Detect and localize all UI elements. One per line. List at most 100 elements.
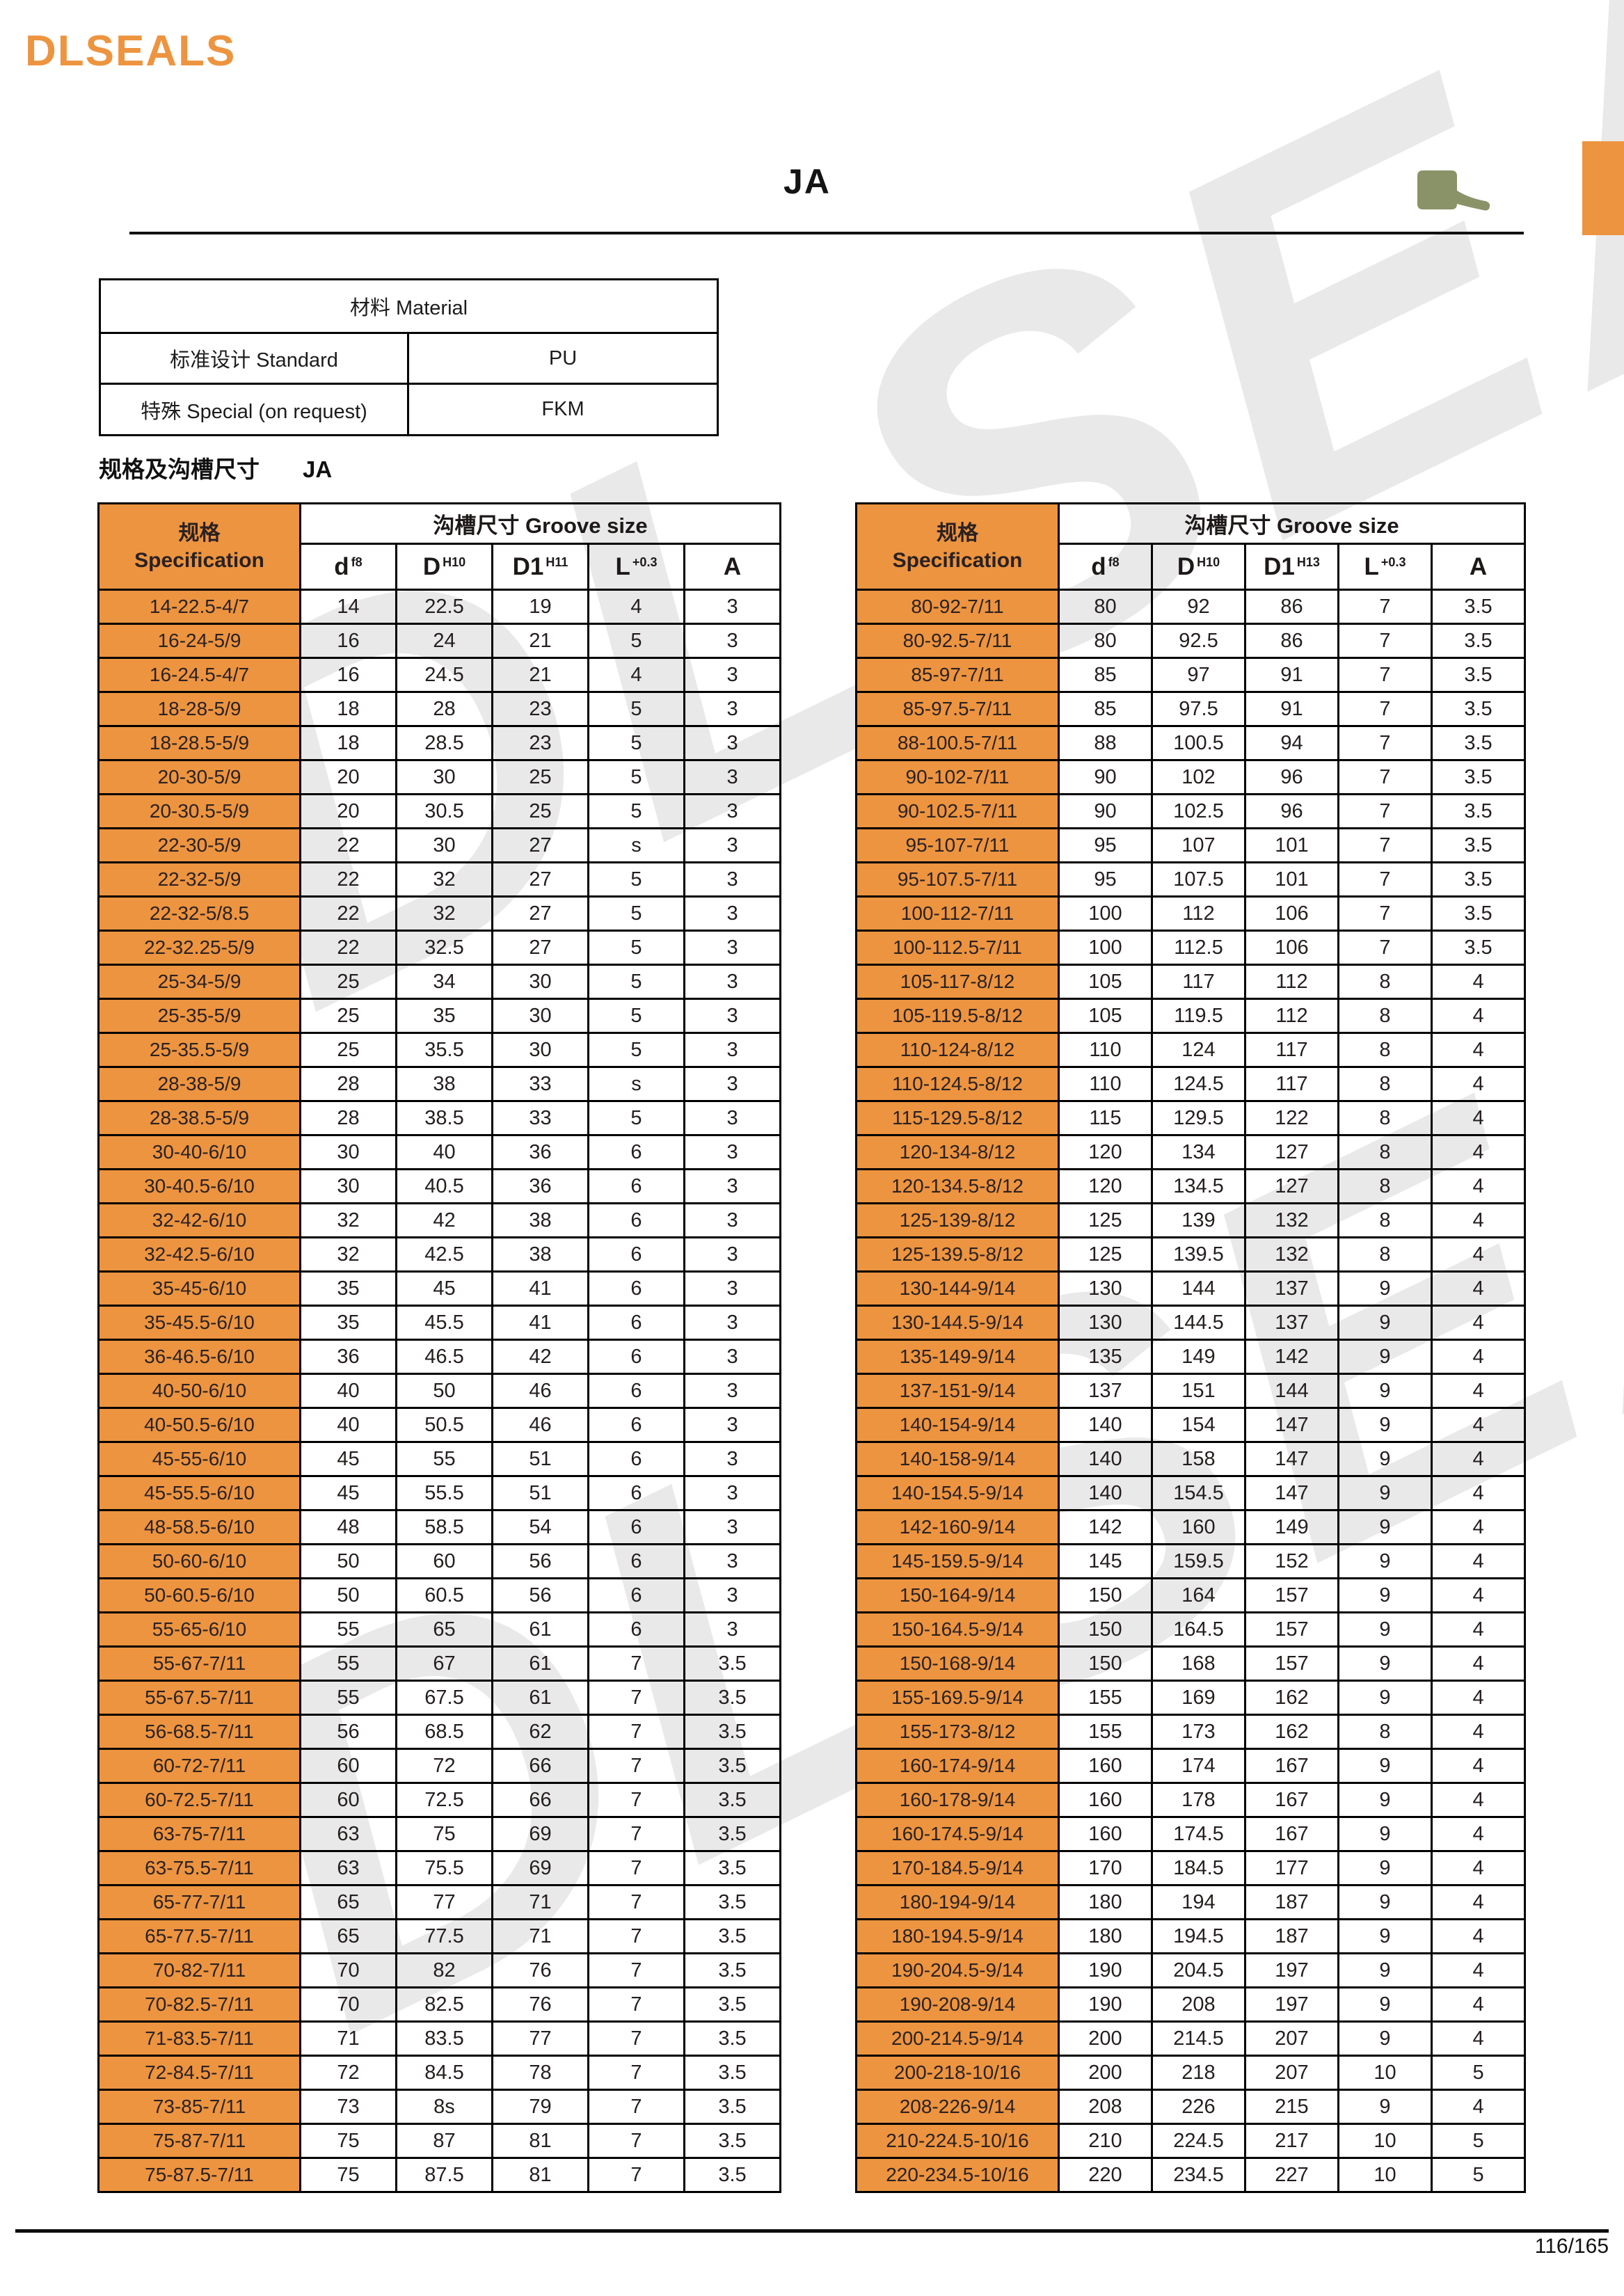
value-cell: 40: [299, 1407, 397, 1443]
value-cell: 178: [1151, 1782, 1246, 1818]
value-cell: 7: [587, 2020, 685, 2057]
spec-row: 85-97.5-7/11 85 97.5 91 7 3.5: [855, 691, 1527, 727]
spec-cell: 45-55-6/10: [97, 1441, 301, 1477]
value-cell: 169: [1151, 1680, 1246, 1716]
value-cell: 65: [299, 1884, 397, 1920]
value-cell: 38.5: [395, 1100, 493, 1136]
spec-cell: 200-214.5-9/14: [855, 2020, 1060, 2057]
value-cell: 70: [299, 1986, 397, 2023]
value-cell: 50: [299, 1543, 397, 1579]
value-cell: 226: [1151, 2089, 1246, 2125]
value-cell: 9: [1337, 1850, 1433, 1886]
spec-row: 200-214.5-9/14 200 214.5 207 9 4: [855, 2020, 1527, 2057]
value-cell: 147: [1244, 1407, 1339, 1443]
value-cell: 220: [1058, 2157, 1153, 2193]
spec-row: 72-84.5-7/11 72 84.5 78 7 3.5: [97, 2055, 782, 2091]
value-cell: 5: [587, 725, 685, 761]
value-cell: 224.5: [1151, 2123, 1246, 2159]
value-cell: 36: [491, 1134, 589, 1170]
value-cell: 10: [1337, 2123, 1433, 2159]
column-header-l: L +0.3: [1337, 543, 1433, 591]
spec-row: 28-38-5/9 28 38 33 s 3: [97, 1066, 782, 1102]
value-cell: 60.5: [395, 1577, 493, 1613]
spec-row: 150-164-9/14 150 164 157 9 4: [855, 1577, 1527, 1613]
value-cell: 25: [299, 1032, 397, 1068]
value-cell: 154: [1151, 1407, 1246, 1443]
value-cell: 6: [587, 1339, 685, 1375]
value-cell: 5: [587, 964, 685, 1000]
spec-cell: 210-224.5-10/16: [855, 2123, 1060, 2159]
spec-cell: 105-119.5-8/12: [855, 998, 1060, 1034]
spec-cell: 170-184.5-9/14: [855, 1850, 1060, 1886]
spec-row: 142-160-9/14 142 160 149 9 4: [855, 1509, 1527, 1545]
value-cell: 9: [1337, 1748, 1433, 1784]
value-cell: 170: [1058, 1850, 1153, 1886]
value-cell: 56: [491, 1577, 589, 1613]
spec-row: 120-134-8/12 120 134 127 8 4: [855, 1134, 1527, 1170]
value-cell: 7: [587, 1986, 685, 2023]
value-cell: 3: [683, 725, 782, 761]
spec-row: 45-55-6/10 45 55 51 6 3: [97, 1441, 782, 1477]
column-header-d1: D1 H11: [491, 543, 589, 591]
value-cell: 55: [395, 1441, 493, 1477]
value-cell: 3: [683, 1577, 782, 1613]
value-cell: 4: [1430, 1305, 1527, 1341]
value-cell: 3.5: [1430, 725, 1527, 761]
spec-row: 190-208-9/14 190 208 197 9 4: [855, 1986, 1527, 2023]
value-cell: 112: [1244, 964, 1339, 1000]
section-heading-code: JA: [303, 456, 333, 482]
spec-row: 110-124.5-8/12 110 124.5 117 8 4: [855, 1066, 1527, 1102]
value-cell: 180: [1058, 1884, 1153, 1920]
value-cell: 75: [299, 2157, 397, 2193]
value-cell: 174: [1151, 1748, 1246, 1784]
section-heading: 规格及沟槽尺寸 JA: [99, 451, 332, 484]
value-cell: 194: [1151, 1884, 1246, 1920]
value-cell: 190: [1058, 1952, 1153, 1988]
value-cell: 94: [1244, 725, 1339, 761]
spec-cell: 16-24-5/9: [97, 623, 301, 659]
value-cell: 33: [491, 1066, 589, 1102]
spec-cell: 85-97-7/11: [855, 657, 1060, 693]
spec-row: 120-134.5-8/12 120 134.5 127 8 4: [855, 1168, 1527, 1204]
spec-cell: 75-87.5-7/11: [97, 2157, 301, 2193]
value-cell: 46: [491, 1407, 589, 1443]
value-cell: 58.5: [395, 1509, 493, 1545]
value-cell: 24: [395, 623, 493, 659]
spec-cell: 70-82-7/11: [97, 1952, 301, 1988]
value-cell: 83.5: [395, 2020, 493, 2057]
value-cell: 3.5: [1430, 589, 1527, 625]
value-cell: 3: [683, 1066, 782, 1102]
value-cell: 4: [1430, 1134, 1527, 1170]
value-cell: 234.5: [1151, 2157, 1246, 2193]
spec-row: 71-83.5-7/11 71 83.5 77 7 3.5: [97, 2020, 782, 2057]
value-cell: 30: [491, 1032, 589, 1068]
value-cell: 8: [1337, 1202, 1433, 1238]
value-cell: 3: [683, 930, 782, 966]
spec-row: 36-46.5-6/10 36 46.5 42 6 3: [97, 1339, 782, 1375]
spec-row: 18-28-5/9 18 28 23 5 3: [97, 691, 782, 727]
value-cell: 7: [587, 1816, 685, 1852]
material-standard-value: PU: [406, 332, 719, 385]
spec-row: 95-107-7/11 95 107 101 7 3.5: [855, 827, 1527, 863]
spec-table-body: 80-92-7/11 80 92 86 7 3.5 80-92.5-7/11 80 92.5 86…: [855, 589, 1527, 2193]
value-cell: 7: [1337, 861, 1433, 898]
value-cell: 134.5: [1151, 1168, 1246, 1204]
value-cell: 135: [1058, 1339, 1153, 1375]
spec-row: 220-234.5-10/16 220 234.5 227 10 5: [855, 2157, 1527, 2193]
value-cell: 190: [1058, 1986, 1153, 2023]
spec-row: 32-42.5-6/10 32 42.5 38 6 3: [97, 1236, 782, 1273]
value-cell: 30.5: [395, 793, 493, 829]
spec-row: 60-72-7/11 60 72 66 7 3.5: [97, 1748, 782, 1784]
value-cell: 9: [1337, 2020, 1433, 2057]
value-cell: 92.5: [1151, 623, 1246, 659]
spec-cell: 160-174.5-9/14: [855, 1816, 1060, 1852]
value-cell: 105: [1058, 964, 1153, 1000]
spec-cell: 190-204.5-9/14: [855, 1952, 1060, 1988]
value-cell: 4: [1430, 2089, 1527, 2125]
value-cell: 139: [1151, 1202, 1246, 1238]
spec-cell: 65-77-7/11: [97, 1884, 301, 1920]
value-cell: 56: [491, 1543, 589, 1579]
value-cell: 95: [1058, 827, 1153, 863]
spec-cell: 45-55.5-6/10: [97, 1475, 301, 1511]
